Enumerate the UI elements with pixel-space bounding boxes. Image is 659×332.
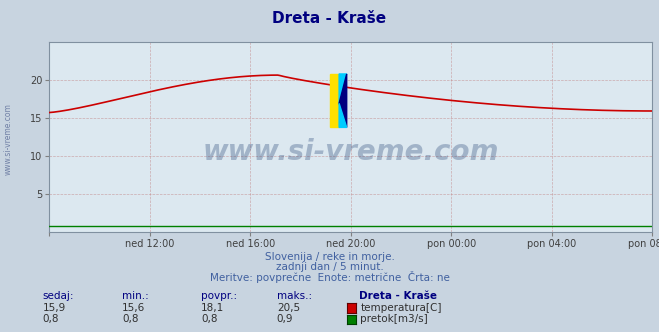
Text: 0,8: 0,8 <box>201 314 217 324</box>
Text: Meritve: povprečne  Enote: metrične  Črta: ne: Meritve: povprečne Enote: metrične Črta:… <box>210 271 449 283</box>
Text: 20,5: 20,5 <box>277 303 300 313</box>
Polygon shape <box>339 74 347 103</box>
Text: www.si-vreme.com: www.si-vreme.com <box>203 138 499 166</box>
Text: 18,1: 18,1 <box>201 303 224 313</box>
Text: zadnji dan / 5 minut.: zadnji dan / 5 minut. <box>275 262 384 272</box>
Text: temperatura[C]: temperatura[C] <box>360 303 442 313</box>
Polygon shape <box>339 103 347 127</box>
Text: Slovenija / reke in morje.: Slovenija / reke in morje. <box>264 252 395 262</box>
Polygon shape <box>339 74 347 127</box>
Text: 0,9: 0,9 <box>277 314 293 324</box>
Bar <box>330 74 339 127</box>
Text: 0,8: 0,8 <box>122 314 138 324</box>
Text: Dreta - Kraše: Dreta - Kraše <box>359 291 437 301</box>
Text: min.:: min.: <box>122 291 149 301</box>
Text: 15,6: 15,6 <box>122 303 145 313</box>
Text: Dreta - Kraše: Dreta - Kraše <box>272 11 387 26</box>
Text: maks.:: maks.: <box>277 291 312 301</box>
Text: pretok[m3/s]: pretok[m3/s] <box>360 314 428 324</box>
Text: www.si-vreme.com: www.si-vreme.com <box>4 104 13 175</box>
Text: 0,8: 0,8 <box>43 314 59 324</box>
Text: povpr.:: povpr.: <box>201 291 237 301</box>
Text: 15,9: 15,9 <box>43 303 66 313</box>
Text: sedaj:: sedaj: <box>43 291 74 301</box>
